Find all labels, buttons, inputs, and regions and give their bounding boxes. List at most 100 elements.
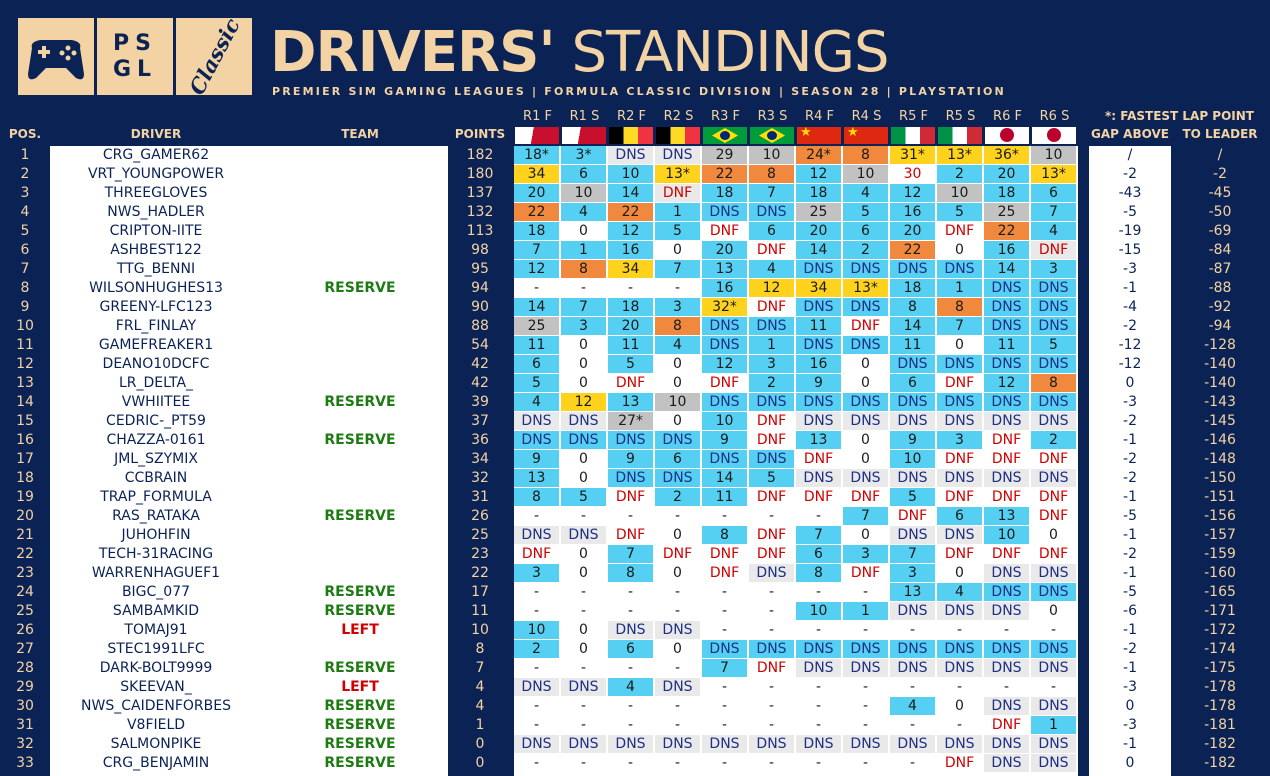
gamepad-logo: [18, 18, 94, 95]
gap-to-leader-cell: -50: [1208, 204, 1232, 220]
race-result-cell: DNS: [984, 564, 1029, 582]
race-result-cell: 13: [890, 583, 935, 601]
race-result-cell: 11: [984, 336, 1029, 354]
table-row: 21 JUHOHFIN 25 DNS DNS DNF 0 8 DNF 7 0 DNS DNS 10 0 -1-…: [0, 526, 1270, 545]
race-result-cell: 6: [655, 450, 700, 468]
race-result-cell: 22: [608, 203, 653, 221]
gap-above-cell: -3: [1123, 679, 1137, 695]
race-result-cell: 4: [890, 697, 935, 715]
race-result-cell: DNS: [890, 602, 935, 620]
position-cell: 7: [20, 261, 30, 277]
race-result-cell: 3*: [561, 146, 606, 164]
race-header-label: R1 F: [523, 109, 552, 124]
race-result-cell: 6: [796, 545, 841, 563]
bahrain-flag-icon: [562, 127, 606, 144]
race-header-label: R4 S: [851, 109, 882, 124]
race-result-cell: -: [956, 679, 963, 695]
team-cell: RESERVE: [324, 698, 396, 714]
race-result-cell: 10: [749, 146, 794, 164]
race-result-cell: -: [721, 679, 728, 695]
race-result-cell: DNS: [937, 640, 982, 658]
race-result-cell: DNS: [937, 412, 982, 430]
driver-name: JML_SZYMIX: [114, 451, 198, 467]
gap-to-leader-cell: -128: [1204, 337, 1236, 353]
race-result-cell: -: [674, 280, 681, 296]
race-result-cell: -: [674, 698, 681, 714]
race-result-cell: 7: [937, 317, 982, 335]
logo-line-1: PS: [113, 30, 157, 56]
race-result-cell: 20: [514, 184, 559, 202]
race-result-cell: 4: [514, 393, 559, 411]
race-result-cell: DNF: [662, 546, 693, 562]
race-result-cell: -: [533, 584, 540, 600]
belgium-flag-icon: [656, 127, 700, 144]
gap-to-leader-cell: -156: [1204, 508, 1236, 524]
position-cell: 22: [16, 546, 34, 562]
gap-above-cell: -4: [1123, 299, 1137, 315]
gap-to-leader-cell: -151: [1204, 489, 1236, 505]
race-result-cell: DNS: [890, 393, 935, 411]
col-header-gap-above: GAP ABOVE: [1091, 127, 1169, 141]
race-result-cell: 3: [514, 564, 559, 582]
race-result-cell: DNF: [991, 546, 1022, 562]
race-result-cell: -: [580, 698, 587, 714]
points-cell: 34: [471, 451, 489, 467]
race-result-cell: DNS: [561, 735, 606, 753]
race-result-cell: DNS: [608, 621, 653, 639]
table-row: 10 FRL_FINLAY 88 25 3 20 8 DNS DNS 11 DNF 14 7 DNS DNS…: [0, 317, 1270, 336]
driver-name: DEANO10DCFC: [102, 356, 210, 372]
points-cell: 95: [471, 261, 489, 277]
position-cell: 33: [16, 755, 34, 771]
race-result-cell: -: [533, 603, 540, 619]
race-header-label: R3 S: [757, 109, 788, 124]
position-cell: 13: [16, 375, 34, 391]
gap-above-cell: -3: [1123, 394, 1137, 410]
table-row: 25 SAMBAMKID RESERVE 11- - - - - -10 1 DNS DNS DNS 0-…: [0, 602, 1270, 621]
table-row: 4 NWS_HADLER 132 22 4 22 1 DNS DNS 25 5 16 5 25 7 -5 -50: [0, 203, 1270, 222]
race-result-cell: -: [862, 717, 869, 733]
race-result-cell: DNS: [890, 659, 935, 677]
driver-name: TECH-31RACING: [98, 546, 214, 562]
race-result-cell: DNS: [702, 640, 747, 658]
race-result-cell: DNF: [756, 432, 787, 448]
race-result-cell: DNS: [1031, 564, 1076, 582]
position-cell: 16: [16, 432, 34, 448]
race-result-cell: 18*: [514, 146, 559, 164]
race-result-cell: 18: [702, 184, 747, 202]
table-row: 11 GAMEFREAKER1 54 11 0 11 4 DNS 1 DNS DNS 11 0 11 5 -1…: [0, 336, 1270, 355]
fastest-lap-note: *: FASTEST LAP POINT: [1105, 109, 1254, 123]
race-result-cell: DNS: [655, 678, 700, 696]
psgl-logo: PS GL: [97, 18, 173, 95]
race-result-cell: 16: [796, 355, 841, 373]
race-result-cell: DNS: [749, 393, 794, 411]
race-result-cell: DNS: [984, 697, 1029, 715]
position-cell: 5: [20, 223, 30, 239]
points-cell: 10: [471, 622, 489, 638]
race-result-cell: DNF: [803, 451, 834, 467]
gamepad-icon: [28, 40, 84, 80]
race-result-cell: 5: [1031, 336, 1076, 354]
table-row: 19 TRAP_FORMULA 31 8 5 DNF 2 11 DNF DNF DNF 5 DNF DNF…: [0, 488, 1270, 507]
race-result-cell: 16: [702, 279, 747, 297]
gap-above-cell: 0: [1125, 375, 1135, 391]
race-result-cell: 29: [702, 146, 747, 164]
race-result-cell: 10: [843, 165, 888, 183]
points-cell: 4: [475, 679, 485, 695]
race-result-cell: DNS: [984, 659, 1029, 677]
driver-name: GREENY-LFC123: [99, 299, 213, 315]
driver-name: SKEEVAN_: [120, 679, 192, 695]
race-result-cell: 1: [937, 279, 982, 297]
race-header-label: R2 F: [617, 109, 646, 124]
table-row: 33 CRG_BENJAMIN RESERVE 0 - - - - - - - - - DNF DNS DNS…: [0, 754, 1270, 773]
race-result-cell: DNS: [984, 735, 1029, 753]
race-result-cell: 5: [749, 469, 794, 487]
race-result-cell: 10: [655, 393, 700, 411]
race-result-cell: DNF: [615, 375, 646, 391]
position-cell: 20: [16, 508, 34, 524]
points-cell: 180: [466, 166, 494, 182]
race-result-cell: 1: [749, 336, 794, 354]
race-result-cell: 16: [608, 241, 653, 259]
race-result-cell: DNS: [1031, 640, 1076, 658]
gap-above-cell: -5: [1123, 204, 1137, 220]
table-row: 12 DEANO10DCFC 42 6 0 5 0 12 3 16 0 DNS DNS DNS DNS -12…: [0, 355, 1270, 374]
